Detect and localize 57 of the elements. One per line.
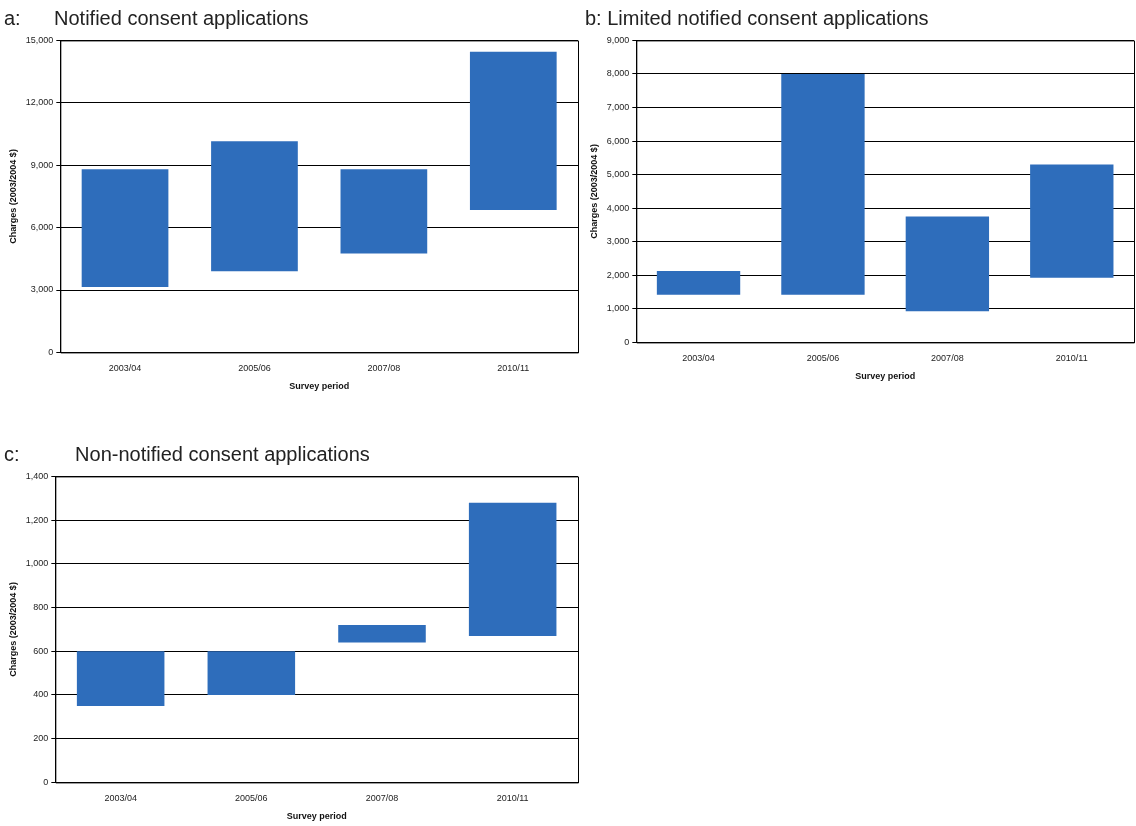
y-axis-title: Charges (2003/2004 $) [7,149,18,244]
x-tick-label: 2007/08 [931,353,964,364]
y-tick-label: 7,000 [606,102,630,112]
bar [76,651,165,706]
y-tick-label: 8,000 [606,68,630,79]
y-tick-label: 6,000 [30,222,54,233]
bar [468,502,557,636]
bar [1030,164,1114,278]
bar [781,73,865,295]
bar [469,51,557,210]
chart-title: c: Non-notified consent applications [4,442,371,467]
y-tick-label: 0 [48,346,54,357]
bar [81,169,169,287]
y-tick-label: 0 [43,776,49,787]
bar [338,625,426,643]
y-tick-label: 5,000 [606,169,630,180]
y-tick-label: 4,000 [606,202,630,213]
x-axis-title: Survey period [289,381,350,392]
bar [656,270,741,295]
y-tick-label: 800 [33,602,49,613]
x-tick-label: 2005/06 [806,353,840,364]
y-axis-title: Charges (2003/2004 $) [588,144,599,239]
y-tick-label: 0 [624,336,630,347]
x-tick-label: 2003/04 [108,363,142,374]
y-tick-label: 6,000 [606,135,630,146]
y-tick-label: 2,000 [606,269,630,280]
x-tick-label: 2005/06 [238,363,271,374]
bar [905,216,990,312]
y-tick-label: 15,000 [25,34,54,45]
y-tick-label: 1,200 [25,514,49,525]
y-tick-label: 600 [33,645,49,656]
x-tick-label: 2003/04 [104,793,137,804]
y-tick-label: 200 [33,733,49,744]
y-tick-label: 9,000 [30,159,54,170]
y-tick-label: 1,000 [25,558,49,569]
x-tick-label: 2005/06 [235,793,268,804]
y-tick-label: 3,000 [606,236,630,247]
x-tick-label: 2007/08 [365,793,399,804]
bar [207,651,296,695]
bar [211,141,298,272]
y-axis-title: Charges (2003/2004 $) [7,582,18,677]
x-tick-label: 2003/04 [682,353,715,364]
x-tick-label: 2007/08 [367,363,401,374]
x-tick-label: 2010/11 [496,793,529,804]
x-tick-label: 2010/11 [497,363,530,374]
y-tick-label: 1,000 [606,303,630,314]
y-tick-label: 9,000 [606,34,630,45]
x-tick-label: 2010/11 [1055,353,1088,364]
chart-title: b: Limited notified consent applications [585,6,930,31]
y-tick-label: 1,400 [25,470,49,481]
y-tick-label: 12,000 [25,97,54,108]
chart-title: a: Notified consent applications [4,6,310,31]
bar [340,169,428,254]
x-axis-title: Survey period [286,811,347,822]
y-tick-label: 3,000 [30,284,54,295]
x-axis-title: Survey period [855,371,916,382]
y-tick-label: 400 [33,689,49,700]
